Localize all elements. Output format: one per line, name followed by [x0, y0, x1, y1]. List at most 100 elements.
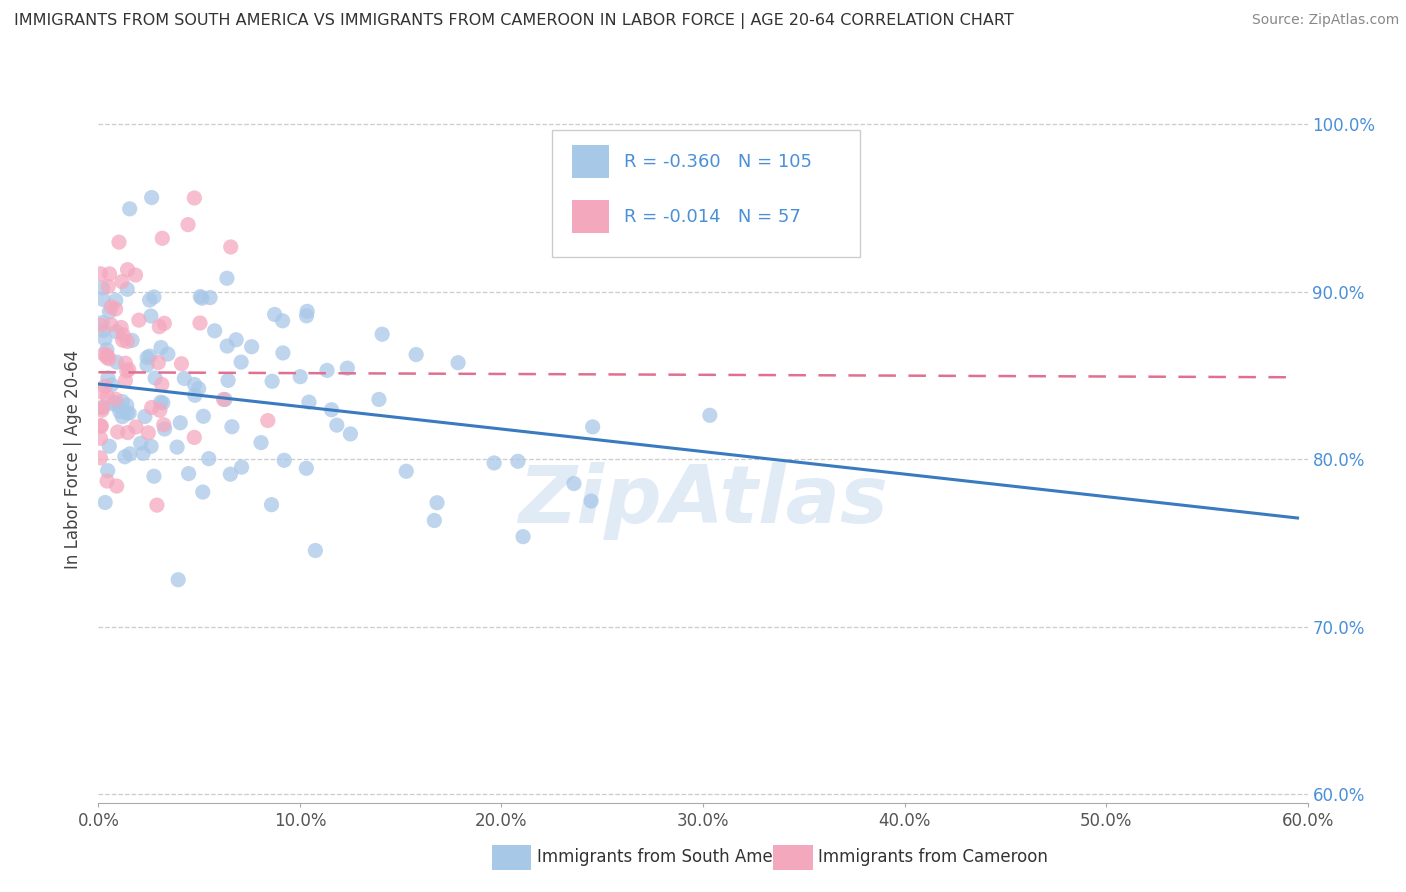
Point: [98, 305, 121, 319]
Point: [91, 281, 114, 295]
Point: [295, 461, 318, 475]
Point: [482, 456, 505, 470]
Point: [191, 291, 214, 305]
Point: [91, 401, 114, 415]
Point: [114, 356, 136, 370]
Point: [139, 439, 162, 453]
Point: [89, 450, 111, 465]
Point: [114, 450, 136, 464]
Point: [326, 418, 349, 433]
Point: [90, 419, 112, 434]
Point: [426, 496, 449, 510]
Point: [118, 406, 141, 420]
Point: [336, 361, 359, 376]
Point: [152, 396, 174, 410]
Text: Source: ZipAtlas.com: Source: ZipAtlas.com: [1251, 13, 1399, 28]
Point: [149, 403, 172, 417]
Point: [221, 419, 243, 434]
Point: [104, 293, 127, 308]
Point: [96, 474, 118, 488]
Point: [96, 350, 118, 364]
Point: [290, 369, 312, 384]
Point: [118, 202, 141, 216]
Point: [212, 392, 235, 407]
Point: [91, 403, 114, 417]
Point: [89, 431, 111, 445]
Point: [136, 425, 159, 440]
Point: [148, 355, 170, 369]
Point: [143, 371, 166, 385]
Point: [219, 467, 242, 482]
Point: [271, 346, 294, 360]
Point: [149, 395, 172, 409]
Point: [105, 479, 128, 493]
Point: [111, 394, 134, 409]
Point: [183, 191, 205, 205]
Point: [129, 436, 152, 450]
Point: [112, 327, 135, 342]
Point: [115, 398, 138, 412]
Point: [316, 363, 339, 377]
Point: [115, 406, 138, 420]
Point: [110, 320, 132, 334]
Point: [91, 293, 114, 307]
Point: [89, 418, 111, 433]
Point: [98, 439, 121, 453]
Point: [105, 355, 128, 369]
Point: [169, 416, 191, 430]
Point: [136, 358, 159, 372]
Point: [108, 404, 131, 418]
Point: [193, 409, 215, 424]
Point: [256, 413, 278, 427]
Point: [103, 395, 125, 409]
Point: [150, 377, 173, 392]
Point: [141, 190, 163, 204]
Point: [104, 392, 127, 407]
Point: [93, 347, 115, 361]
Point: [104, 301, 127, 316]
Point: [582, 420, 605, 434]
Point: [153, 316, 176, 330]
Point: [98, 267, 121, 281]
Point: [111, 275, 134, 289]
Point: [395, 464, 418, 478]
Point: [339, 426, 361, 441]
Point: [562, 476, 585, 491]
Point: [217, 339, 239, 353]
Point: [108, 400, 131, 414]
Point: [217, 373, 239, 387]
Point: [100, 377, 122, 392]
Point: [100, 300, 122, 314]
Point: [423, 514, 446, 528]
Text: Immigrants from South America: Immigrants from South America: [537, 848, 804, 866]
Point: [98, 351, 121, 366]
Point: [150, 341, 173, 355]
Point: [273, 453, 295, 467]
Point: [118, 362, 141, 376]
Point: [91, 401, 114, 415]
Point: [204, 324, 226, 338]
Point: [89, 267, 111, 281]
Point: [260, 498, 283, 512]
Point: [142, 469, 165, 483]
Text: Immigrants from Cameroon: Immigrants from Cameroon: [818, 848, 1047, 866]
Point: [187, 382, 209, 396]
Point: [138, 349, 160, 363]
Point: [117, 334, 139, 349]
Point: [121, 334, 143, 348]
Point: [215, 271, 238, 285]
Point: [295, 309, 318, 323]
FancyBboxPatch shape: [553, 129, 860, 257]
Point: [100, 318, 122, 332]
Point: [506, 454, 529, 468]
Bar: [572, 200, 609, 233]
Point: [124, 268, 146, 282]
Point: [198, 451, 221, 466]
Point: [405, 347, 427, 361]
Point: [188, 316, 211, 330]
Point: [111, 409, 134, 424]
Point: [177, 218, 200, 232]
Point: [141, 401, 163, 415]
Point: [512, 530, 534, 544]
Point: [447, 356, 470, 370]
